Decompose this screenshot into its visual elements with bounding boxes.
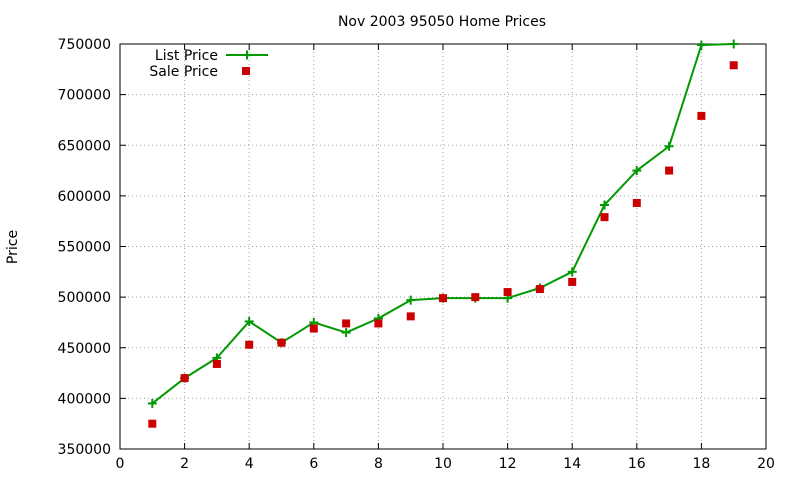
sale-price-point <box>697 111 706 120</box>
sale-price-point <box>245 340 254 349</box>
list-price-point <box>632 166 642 176</box>
y-tick-label: 400000 <box>58 391 111 407</box>
y-axis-title: Price <box>5 230 21 264</box>
sale-price-point <box>535 285 544 294</box>
data-series <box>147 39 739 428</box>
x-tick-label: 2 <box>180 456 189 472</box>
y-tick-label: 550000 <box>58 240 111 256</box>
axes <box>119 43 767 450</box>
list-price-point <box>729 39 739 49</box>
y-tick-label: 350000 <box>58 442 111 458</box>
y-tick-label: 700000 <box>58 88 111 104</box>
sale-price-point <box>600 213 609 222</box>
y-tick-label: 650000 <box>58 138 111 154</box>
x-tick-label: 16 <box>628 456 646 472</box>
x-tick-label: 6 <box>309 456 318 472</box>
sale-price-point <box>212 359 221 368</box>
x-tick-label: 12 <box>499 456 517 472</box>
list-price-point <box>147 398 157 408</box>
series-sale-price <box>148 61 738 428</box>
sale-price-point <box>374 319 383 328</box>
sale-price-point <box>342 319 351 328</box>
x-tick-label: 20 <box>757 456 775 472</box>
sale-price-point <box>277 338 286 347</box>
x-tick-label: 8 <box>374 456 383 472</box>
x-tick-label: 10 <box>434 456 452 472</box>
x-tick-label: 0 <box>116 456 125 472</box>
list-price-point <box>567 267 577 277</box>
sale-price-point <box>309 324 318 333</box>
legend-label: List Price <box>155 48 218 64</box>
sale-price-point <box>439 294 447 303</box>
list-price-point <box>600 200 609 210</box>
list-price-point <box>341 328 351 338</box>
sale-price-point <box>665 166 674 175</box>
y-tick-label: 750000 <box>58 37 111 53</box>
grid-lines <box>120 44 766 449</box>
sale-price-point <box>503 288 512 297</box>
tick-labels: 0 2 4 6 8 10 12 14 16 18 20 350000 400000 450000 50000… <box>58 37 775 472</box>
list-price-point <box>696 40 706 50</box>
list-price-line <box>151 43 734 405</box>
list-price-point <box>664 141 674 151</box>
y-tick-label: 600000 <box>58 189 111 205</box>
sale-price-point <box>180 374 189 383</box>
sale-price-point <box>471 293 480 302</box>
list-price-point <box>244 316 254 326</box>
sale-price-point <box>568 277 577 286</box>
legend-label: Sale Price <box>149 64 218 80</box>
x-tick-label: 14 <box>563 456 581 472</box>
chart-title: Nov 2003 95050 Home Prices <box>338 14 546 30</box>
x-tick-label: 4 <box>245 456 254 472</box>
sale-price-point <box>148 419 157 428</box>
y-tick-label: 450000 <box>58 341 111 357</box>
sale-price-point <box>729 61 738 70</box>
legend-swatch-marker <box>242 67 250 75</box>
legend-swatch-marker <box>242 50 252 60</box>
sale-price-point <box>632 198 641 207</box>
sale-price-point <box>406 312 415 321</box>
y-tick-label: 500000 <box>58 290 111 306</box>
x-tick-label: 18 <box>692 456 710 472</box>
list-price-point <box>406 295 416 305</box>
